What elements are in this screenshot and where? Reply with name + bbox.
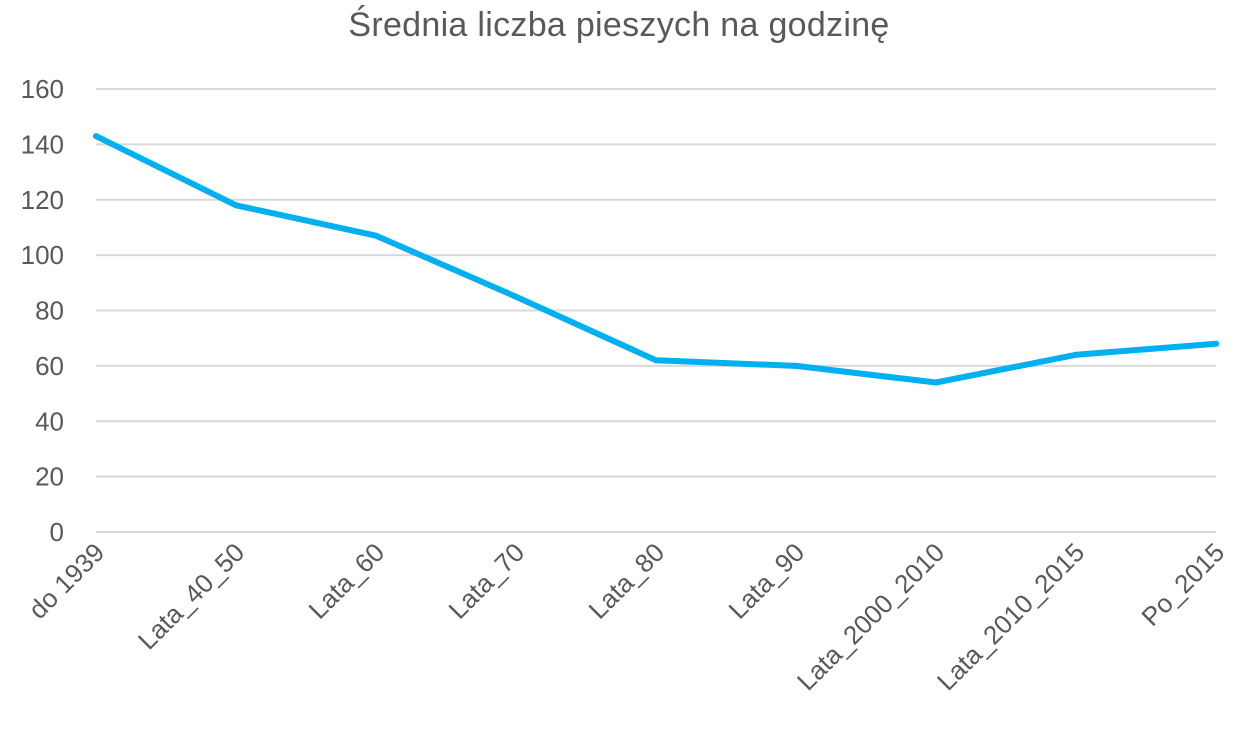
data-point: [93, 133, 99, 140]
y-axis-ticks: 0 20 40 60 80 100 120 140 160: [21, 74, 64, 547]
x-tick-label: Lata_2000_2010: [791, 537, 950, 696]
data-point: [513, 293, 519, 300]
y-tick-label: 40: [35, 406, 64, 436]
series-line-0: [93, 133, 1219, 386]
series-layer: [93, 133, 1219, 386]
y-tick-label: 120: [21, 185, 64, 215]
data-point: [1213, 340, 1219, 347]
x-tick-label: do 1939: [23, 537, 111, 625]
y-tick-label: 60: [35, 351, 64, 381]
x-tick-label: Lata_70: [443, 537, 531, 625]
data-point: [373, 232, 379, 239]
y-tick-label: 160: [21, 74, 64, 104]
data-point: [1073, 351, 1079, 358]
y-tick-label: 0: [50, 517, 64, 547]
chart-title: Średnia liczba pieszych na godzinę: [348, 6, 890, 44]
data-point: [233, 202, 239, 209]
x-tick-label: Lata_2010_2015: [931, 537, 1090, 696]
x-tick-label: Lata_90: [723, 537, 811, 625]
y-tick-label: 140: [21, 129, 64, 159]
data-point: [793, 362, 799, 369]
x-tick-label: Lata_40_50: [132, 537, 250, 655]
y-tick-label: 80: [35, 296, 64, 326]
x-tick-label: Po_2015: [1135, 537, 1230, 632]
gridlines: [96, 88, 1216, 533]
x-tick-label: Lata_60: [303, 537, 391, 625]
data-point: [933, 379, 939, 386]
x-tick-label: Lata_80: [583, 537, 671, 625]
y-tick-label: 20: [35, 462, 64, 492]
x-axis-ticks: do 1939 Lata_40_50 Lata_60 Lata_70 Lata_80 La…: [23, 537, 1231, 696]
data-point: [653, 357, 659, 364]
y-tick-label: 100: [21, 240, 64, 270]
